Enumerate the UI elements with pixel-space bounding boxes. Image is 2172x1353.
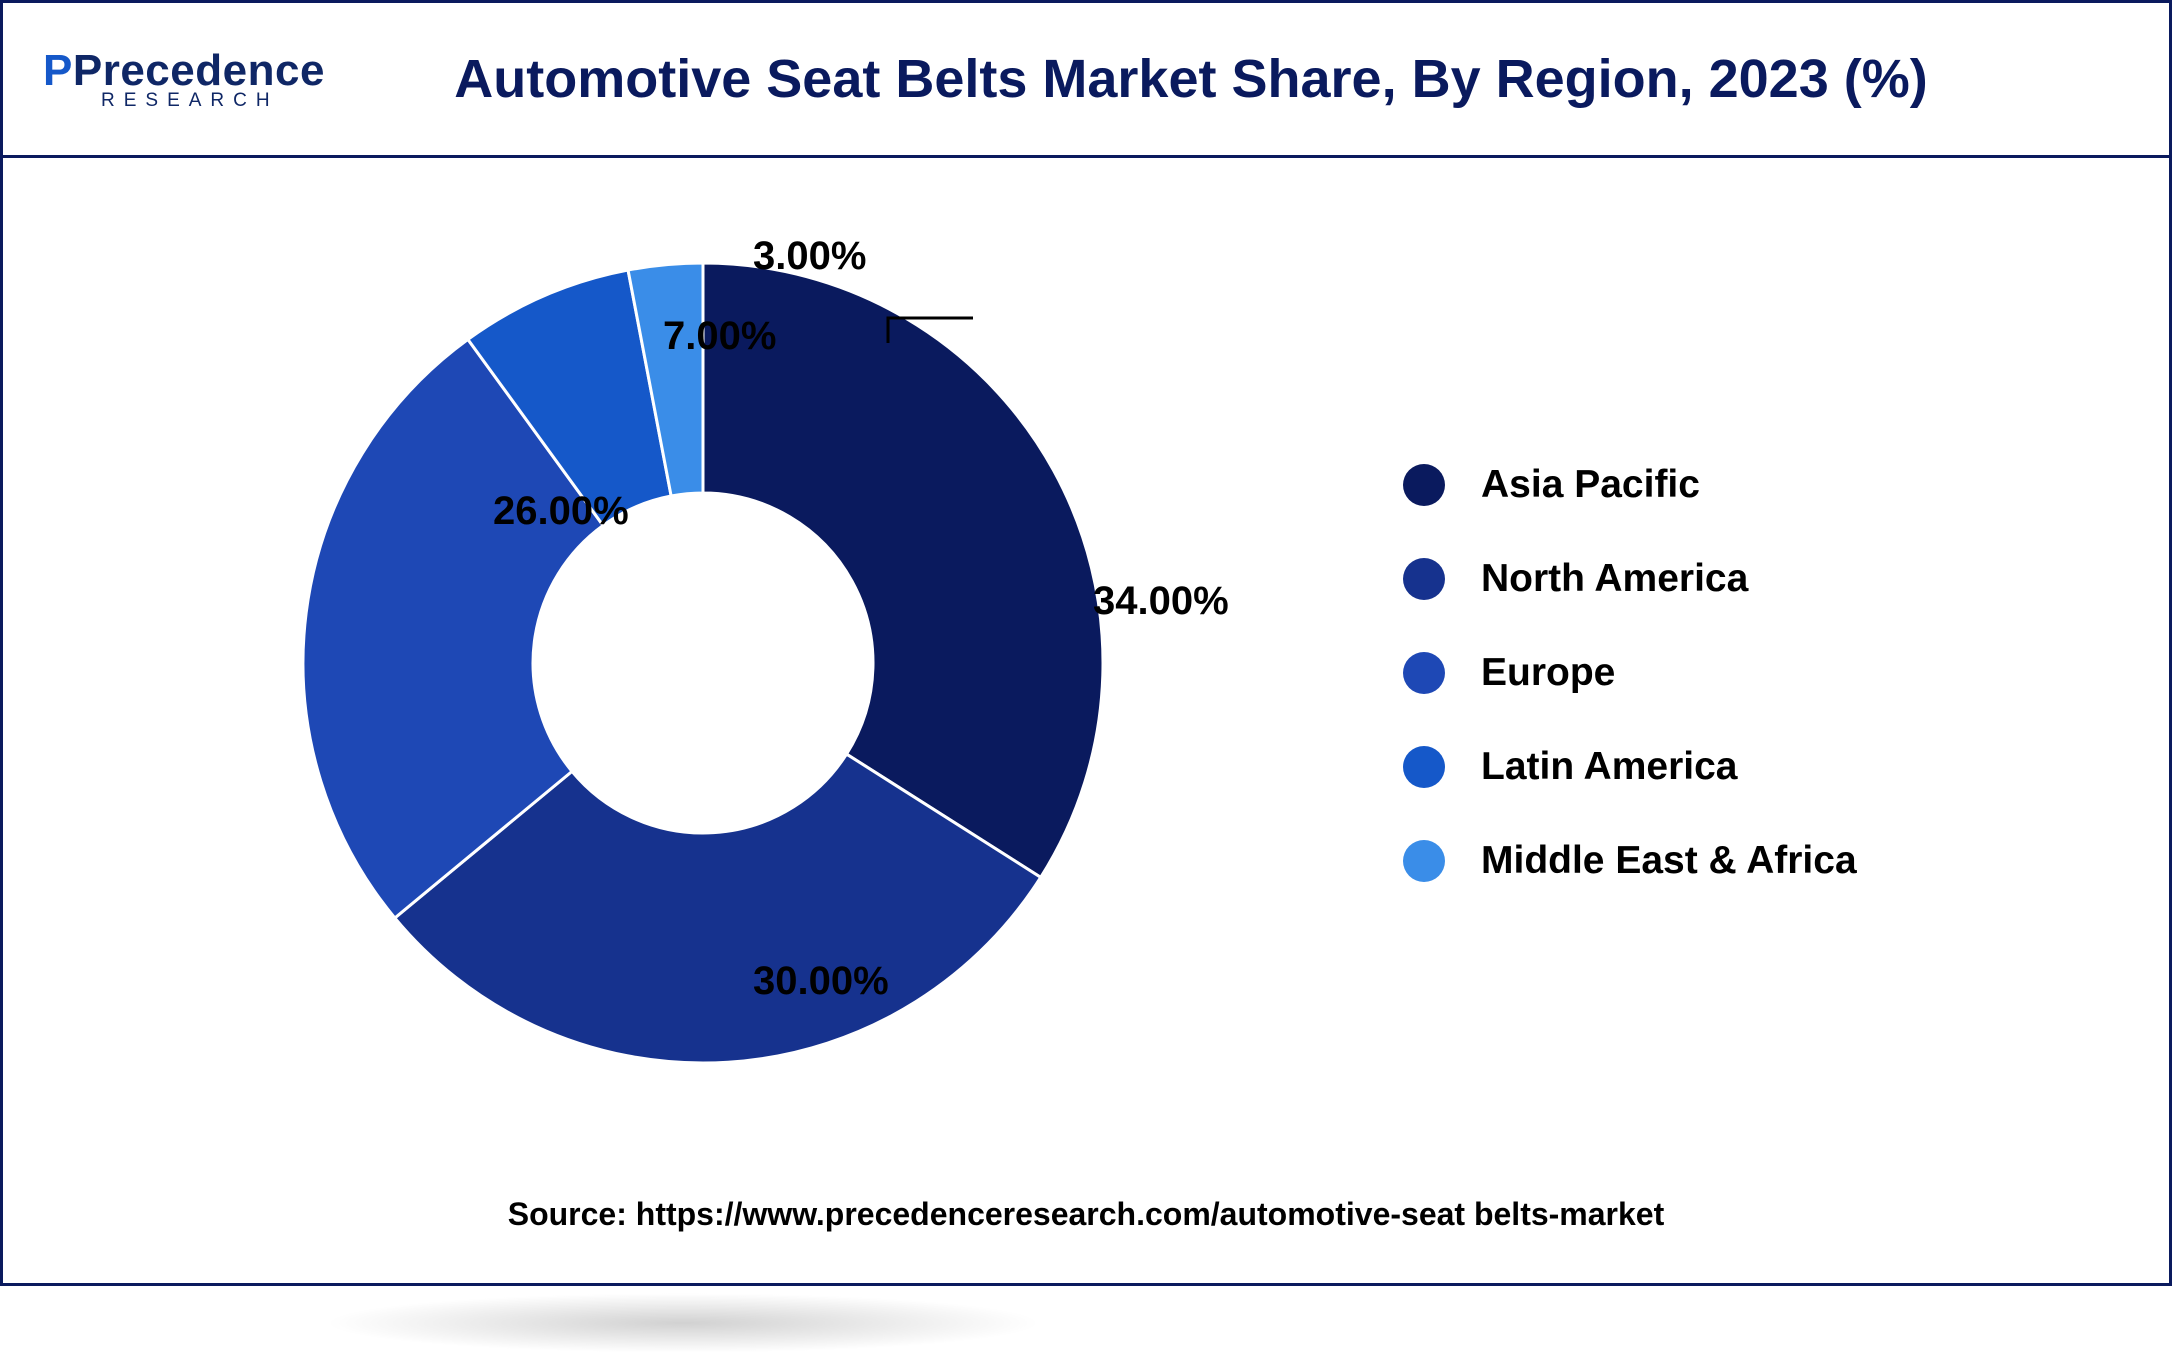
source-text: Source: https://www.precedenceresearch.c… — [3, 1196, 2169, 1233]
chart-area: 34.00% 30.00% 26.00% 7.00% 3.00% Asia Pacifi… — [3, 183, 2169, 1163]
chart-title: Automotive Seat Belts Market Share, By R… — [373, 48, 2129, 110]
legend-item: Latin America — [1403, 745, 1857, 789]
slice-label: 7.00% — [663, 314, 776, 359]
legend-swatch — [1403, 558, 1445, 600]
logo-sub: RESEARCH — [101, 90, 373, 112]
logo-main: Precedence — [73, 46, 325, 95]
legend-label: North America — [1481, 557, 1748, 601]
legend-label: Asia Pacific — [1481, 463, 1700, 507]
legend-swatch — [1403, 464, 1445, 506]
slice-label: 26.00% — [493, 489, 629, 534]
legend-swatch — [1403, 746, 1445, 788]
legend: Asia Pacific North America Europe Latin Ame… — [1403, 463, 1857, 933]
legend-item: Europe — [1403, 651, 1857, 695]
chart-shadow — [323, 1293, 1043, 1353]
slice-label: 34.00% — [1093, 579, 1229, 624]
legend-swatch — [1403, 652, 1445, 694]
logo: PPrecedence RESEARCH — [43, 46, 373, 112]
slice-label: 30.00% — [753, 959, 889, 1004]
slice-label: 3.00% — [753, 234, 866, 279]
legend-item: Middle East & Africa — [1403, 839, 1857, 883]
legend-label: Europe — [1481, 651, 1615, 695]
legend-label: Middle East & Africa — [1481, 839, 1857, 883]
legend-item: North America — [1403, 557, 1857, 601]
legend-item: Asia Pacific — [1403, 463, 1857, 507]
chart-container: PPrecedence RESEARCH Automotive Seat Bel… — [0, 0, 2172, 1286]
legend-swatch — [1403, 840, 1445, 882]
donut-chart: 34.00%30.00%26.00%7.00%3.00% — [263, 223, 1143, 1103]
logo-text: PPrecedence — [43, 46, 373, 96]
header: PPrecedence RESEARCH Automotive Seat Bel… — [3, 3, 2169, 158]
legend-label: Latin America — [1481, 745, 1737, 789]
